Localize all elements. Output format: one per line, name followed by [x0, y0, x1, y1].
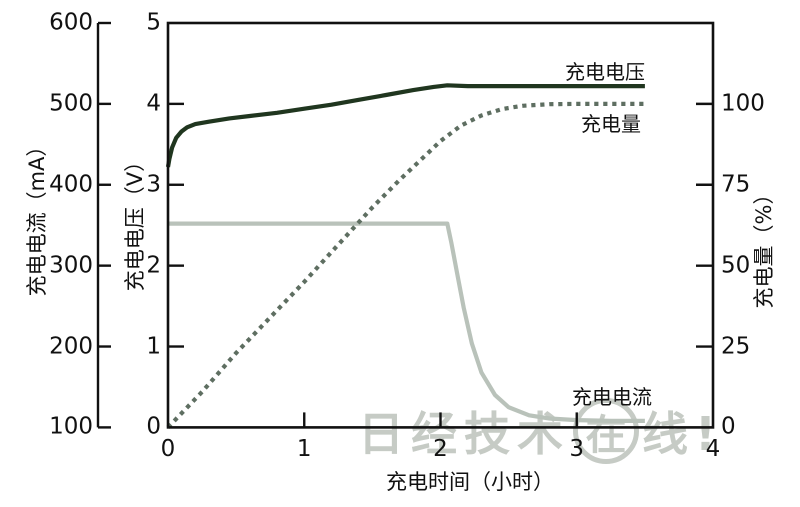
- watermark-text-suffix: 线!: [642, 407, 723, 461]
- current-curve: [168, 221, 645, 423]
- voltage-curve: [165, 83, 645, 168]
- charge-curve: [166, 101, 645, 429]
